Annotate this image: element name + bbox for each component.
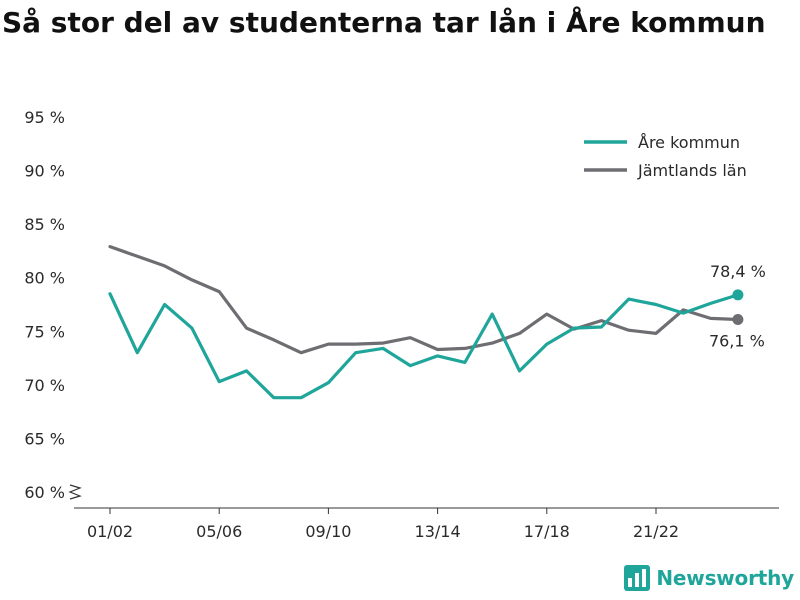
bar-chart-logo-icon	[624, 565, 651, 591]
x-tick-label: 05/06	[196, 522, 242, 541]
y-tick-label: 60 %	[24, 483, 65, 502]
end-value-label: 76,1 %	[709, 332, 765, 351]
end-value-label: 78,4 %	[710, 262, 766, 281]
y-tick-label: 85 %	[24, 215, 65, 234]
y-tick-label: 80 %	[24, 269, 65, 288]
y-tick-label: 70 %	[24, 376, 65, 395]
brand-logo: Newsworthy	[624, 562, 794, 594]
x-tick-label: 13/14	[415, 522, 461, 541]
x-tick-label: 21/22	[633, 522, 679, 541]
series-end-point-1	[732, 314, 744, 325]
x-tick-label: 01/02	[87, 522, 133, 541]
y-tick-label: 90 %	[24, 162, 65, 181]
series-line-1	[108, 245, 740, 355]
x-tick-label: 09/10	[305, 522, 351, 541]
y-tick-label: 65 %	[24, 429, 65, 448]
legend-label: Jämtlands län	[637, 161, 747, 180]
chart-title: Så stor del av studenterna tar lån i Åre…	[2, 6, 766, 39]
brand-name: Newsworthy	[656, 566, 794, 590]
x-tick-label: 17/18	[524, 522, 570, 541]
axis-break-mark	[68, 484, 82, 500]
legend-label: Åre kommun	[638, 133, 740, 152]
y-tick-label: 95 %	[24, 108, 65, 127]
series-end-point-0	[732, 289, 744, 301]
y-tick-label: 75 %	[24, 322, 65, 341]
series-line-0	[108, 292, 740, 400]
